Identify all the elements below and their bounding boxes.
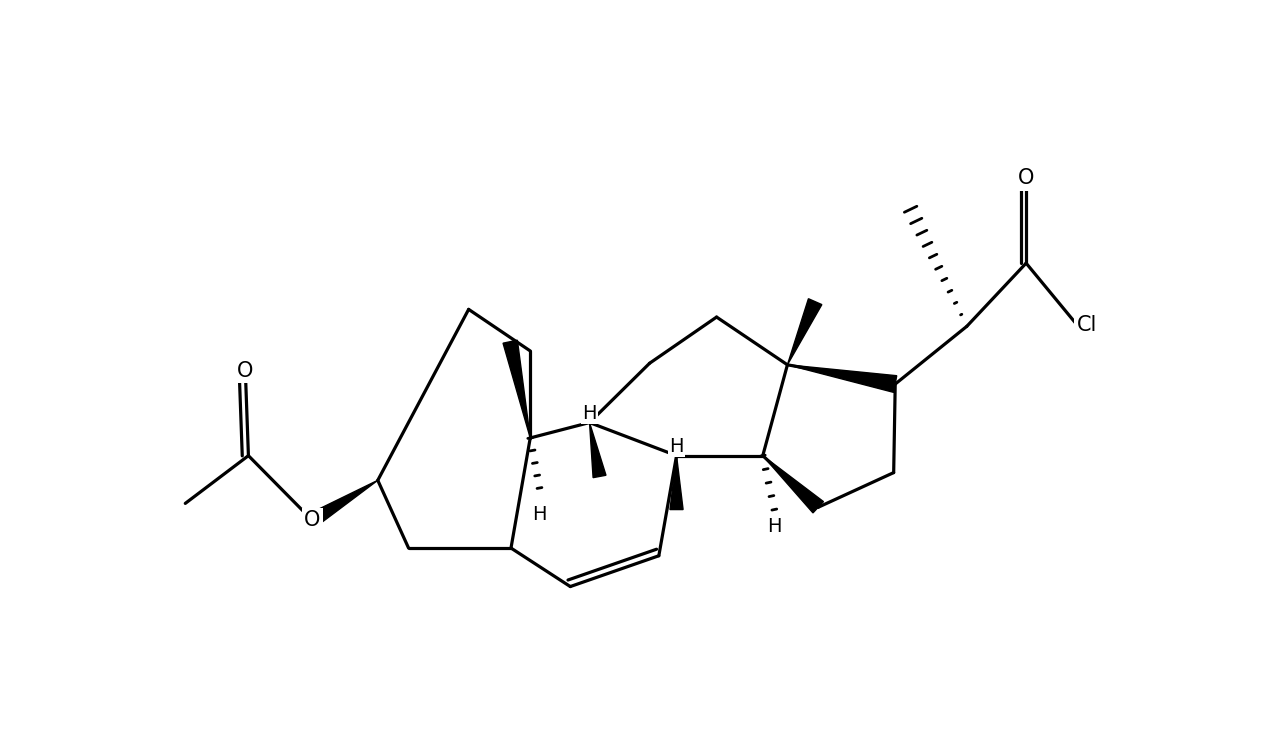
Text: O: O [304, 510, 321, 530]
Text: O: O [1018, 169, 1034, 188]
Polygon shape [589, 423, 605, 477]
Polygon shape [787, 299, 822, 365]
Text: H: H [767, 517, 781, 536]
Polygon shape [502, 340, 530, 438]
Polygon shape [670, 456, 683, 510]
Polygon shape [309, 480, 378, 526]
Polygon shape [763, 456, 823, 513]
Text: H: H [532, 505, 547, 524]
Text: O: O [237, 361, 253, 381]
Polygon shape [787, 365, 897, 393]
Text: Cl: Cl [1077, 315, 1098, 335]
Text: H: H [669, 437, 684, 456]
Text: H: H [583, 404, 597, 423]
